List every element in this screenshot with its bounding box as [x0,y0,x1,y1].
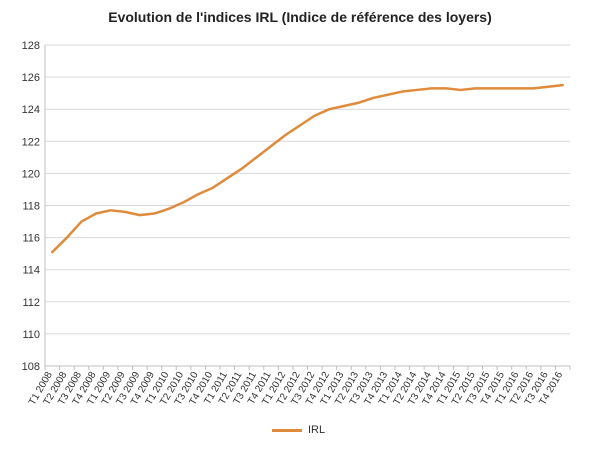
series-line-irl [51,83,564,254]
y-tick-label: 124 [22,104,40,116]
y-tick-label: 112 [22,297,40,309]
y-tick-label: 120 [22,168,40,180]
chart-title: Evolution de l'indices IRL (Indice de ré… [108,9,492,25]
legend-swatch-irl [272,428,302,432]
legend: IRL [272,423,325,437]
y-tick-labels: 108 110 112 114 116 118 120 122 124 126 128 [22,40,40,373]
y-tick-label: 110 [22,329,40,341]
y-tick-label: 114 [22,265,40,277]
axes [44,45,571,370]
y-tick-label: 108 [22,361,40,373]
y-tick-label: 116 [22,233,40,245]
series-layer [51,83,564,254]
legend-label-irl: IRL [308,424,326,436]
y-tick-label: 118 [22,201,40,213]
y-tick-label: 128 [22,40,40,52]
y-tick-label: 126 [22,72,40,84]
y-tick-label: 122 [22,136,40,148]
grid-lines [45,44,570,367]
